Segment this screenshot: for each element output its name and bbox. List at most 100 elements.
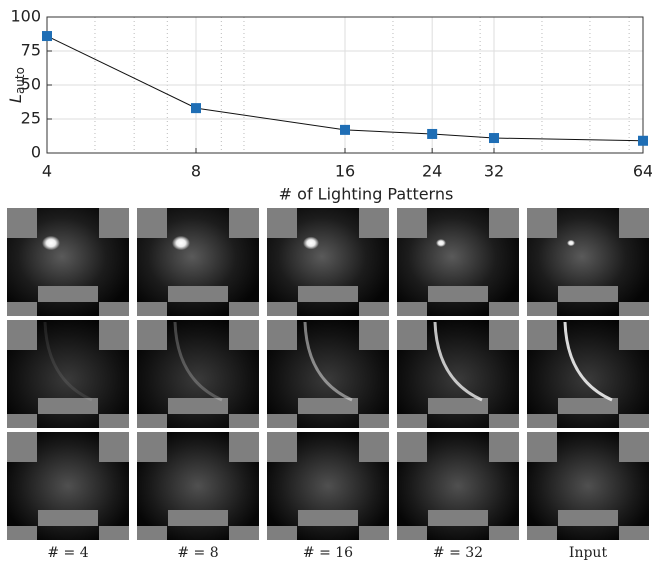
gray-patch bbox=[7, 302, 37, 316]
gray-patch bbox=[619, 320, 649, 350]
gray-patch bbox=[137, 414, 167, 428]
gray-patch bbox=[168, 286, 228, 302]
marker bbox=[191, 103, 201, 113]
marker bbox=[427, 129, 437, 139]
highlight bbox=[172, 236, 190, 250]
highlight bbox=[42, 236, 60, 250]
column-label: # = 16 bbox=[303, 545, 353, 561]
gray-patch bbox=[489, 526, 519, 540]
column-label: # = 4 bbox=[47, 545, 88, 561]
gray-patch bbox=[137, 432, 167, 462]
gray-patch bbox=[359, 320, 389, 350]
gray-patch bbox=[99, 320, 129, 350]
gray-patch bbox=[137, 208, 167, 238]
gray-patch bbox=[298, 286, 358, 302]
gray-patch bbox=[527, 302, 557, 316]
gray-patch bbox=[359, 414, 389, 428]
gray-patch bbox=[229, 208, 259, 238]
column-label: # = 8 bbox=[177, 545, 218, 561]
gray-patch bbox=[229, 526, 259, 540]
x-axis-label: # of Lighting Patterns bbox=[279, 185, 454, 204]
gray-patch bbox=[99, 526, 129, 540]
gray-patch bbox=[298, 398, 358, 414]
gray-patch bbox=[99, 414, 129, 428]
gray-patch bbox=[267, 208, 297, 238]
gray-patch bbox=[7, 432, 37, 462]
gray-patch bbox=[99, 432, 129, 462]
gray-patch bbox=[267, 414, 297, 428]
gray-patch bbox=[359, 302, 389, 316]
gray-patch bbox=[267, 320, 297, 350]
highlight bbox=[436, 239, 446, 247]
gray-patch bbox=[397, 208, 427, 238]
y-label-main: L bbox=[6, 94, 25, 103]
gray-patch bbox=[619, 526, 649, 540]
gray-patch bbox=[267, 526, 297, 540]
marker bbox=[42, 31, 52, 41]
gray-patch bbox=[397, 302, 427, 316]
y-tick-label: 50 bbox=[21, 75, 41, 94]
gray-patch bbox=[99, 302, 129, 316]
gray-patch bbox=[619, 432, 649, 462]
x-tick-label: 24 bbox=[422, 162, 442, 181]
gray-patch bbox=[137, 526, 167, 540]
gray-patch bbox=[619, 208, 649, 238]
gray-patch bbox=[38, 510, 98, 526]
gray-patch bbox=[397, 320, 427, 350]
marker bbox=[489, 133, 499, 143]
x-tick-label: 32 bbox=[484, 162, 504, 181]
gray-patch bbox=[7, 208, 37, 238]
y-tick-label: 100 bbox=[10, 7, 41, 26]
gray-patch bbox=[489, 208, 519, 238]
figure: # of Lighting Patterns Lauto 02550751004… bbox=[0, 0, 652, 563]
gray-patch bbox=[359, 432, 389, 462]
gray-patch bbox=[137, 320, 167, 350]
gray-patch bbox=[489, 432, 519, 462]
gray-patch bbox=[558, 510, 618, 526]
x-tick-label: 8 bbox=[191, 162, 201, 181]
gray-patch bbox=[267, 302, 297, 316]
gray-patch bbox=[428, 286, 488, 302]
gray-patch bbox=[168, 398, 228, 414]
gray-patch bbox=[527, 320, 557, 350]
gray-patch bbox=[229, 414, 259, 428]
x-tick-label: 4 bbox=[42, 162, 52, 181]
gray-patch bbox=[267, 432, 297, 462]
gray-patch bbox=[489, 302, 519, 316]
marker bbox=[638, 136, 648, 146]
gray-patch bbox=[527, 526, 557, 540]
gray-patch bbox=[428, 510, 488, 526]
gray-patch bbox=[527, 432, 557, 462]
gray-patch bbox=[489, 414, 519, 428]
gray-patch bbox=[397, 414, 427, 428]
gray-patch bbox=[99, 208, 129, 238]
gray-patch bbox=[359, 526, 389, 540]
gray-patch bbox=[298, 510, 358, 526]
gray-patch bbox=[359, 208, 389, 238]
gray-patch bbox=[7, 526, 37, 540]
column-label: # = 32 bbox=[433, 545, 483, 561]
gray-patch bbox=[558, 286, 618, 302]
highlight bbox=[303, 237, 319, 250]
gray-patch bbox=[527, 208, 557, 238]
x-tick-label: 16 bbox=[335, 162, 355, 181]
gray-patch bbox=[38, 398, 98, 414]
gray-patch bbox=[229, 320, 259, 350]
gray-patch bbox=[619, 302, 649, 316]
gray-patch bbox=[558, 398, 618, 414]
gray-patch bbox=[527, 414, 557, 428]
marker bbox=[340, 125, 350, 135]
y-tick-label: 75 bbox=[21, 41, 41, 60]
highlight bbox=[567, 240, 575, 246]
gray-patch bbox=[137, 302, 167, 316]
gray-patch bbox=[229, 302, 259, 316]
gray-patch bbox=[168, 510, 228, 526]
gray-patch bbox=[489, 320, 519, 350]
gray-patch bbox=[229, 432, 259, 462]
x-tick-label: 64 bbox=[633, 162, 652, 181]
y-tick-label: 0 bbox=[31, 143, 41, 162]
gray-patch bbox=[7, 320, 37, 350]
gray-patch bbox=[428, 398, 488, 414]
gray-patch bbox=[397, 432, 427, 462]
gray-patch bbox=[38, 286, 98, 302]
